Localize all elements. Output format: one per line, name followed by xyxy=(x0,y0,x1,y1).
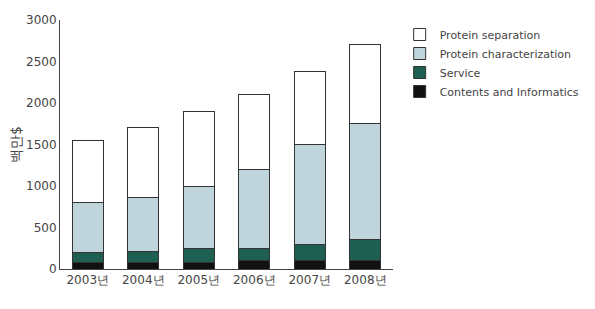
svg-text:2000: 2000 xyxy=(26,96,57,110)
svg-text:Service: Service xyxy=(440,67,481,80)
svg-text:2006년: 2006년 xyxy=(233,273,276,287)
svg-text:백만$: 백만$ xyxy=(8,126,24,163)
svg-text:2005년: 2005년 xyxy=(177,273,220,287)
svg-text:Contents and Informatics: Contents and Informatics xyxy=(440,86,579,99)
svg-text:2007년: 2007년 xyxy=(288,273,331,287)
svg-text:Protein separation: Protein separation xyxy=(440,29,541,42)
svg-text:2500: 2500 xyxy=(26,55,57,69)
svg-text:2008년: 2008년 xyxy=(344,273,387,287)
svg-text:2004년: 2004년 xyxy=(122,273,165,287)
svg-text:2003년: 2003년 xyxy=(66,273,109,287)
svg-text:1000: 1000 xyxy=(26,179,57,193)
svg-text:0: 0 xyxy=(49,262,57,276)
svg-text:3000: 3000 xyxy=(26,13,57,27)
svg-text:500: 500 xyxy=(34,221,57,235)
svg-text:Protein characterization: Protein characterization xyxy=(440,48,571,61)
svg-text:1500: 1500 xyxy=(26,138,57,152)
